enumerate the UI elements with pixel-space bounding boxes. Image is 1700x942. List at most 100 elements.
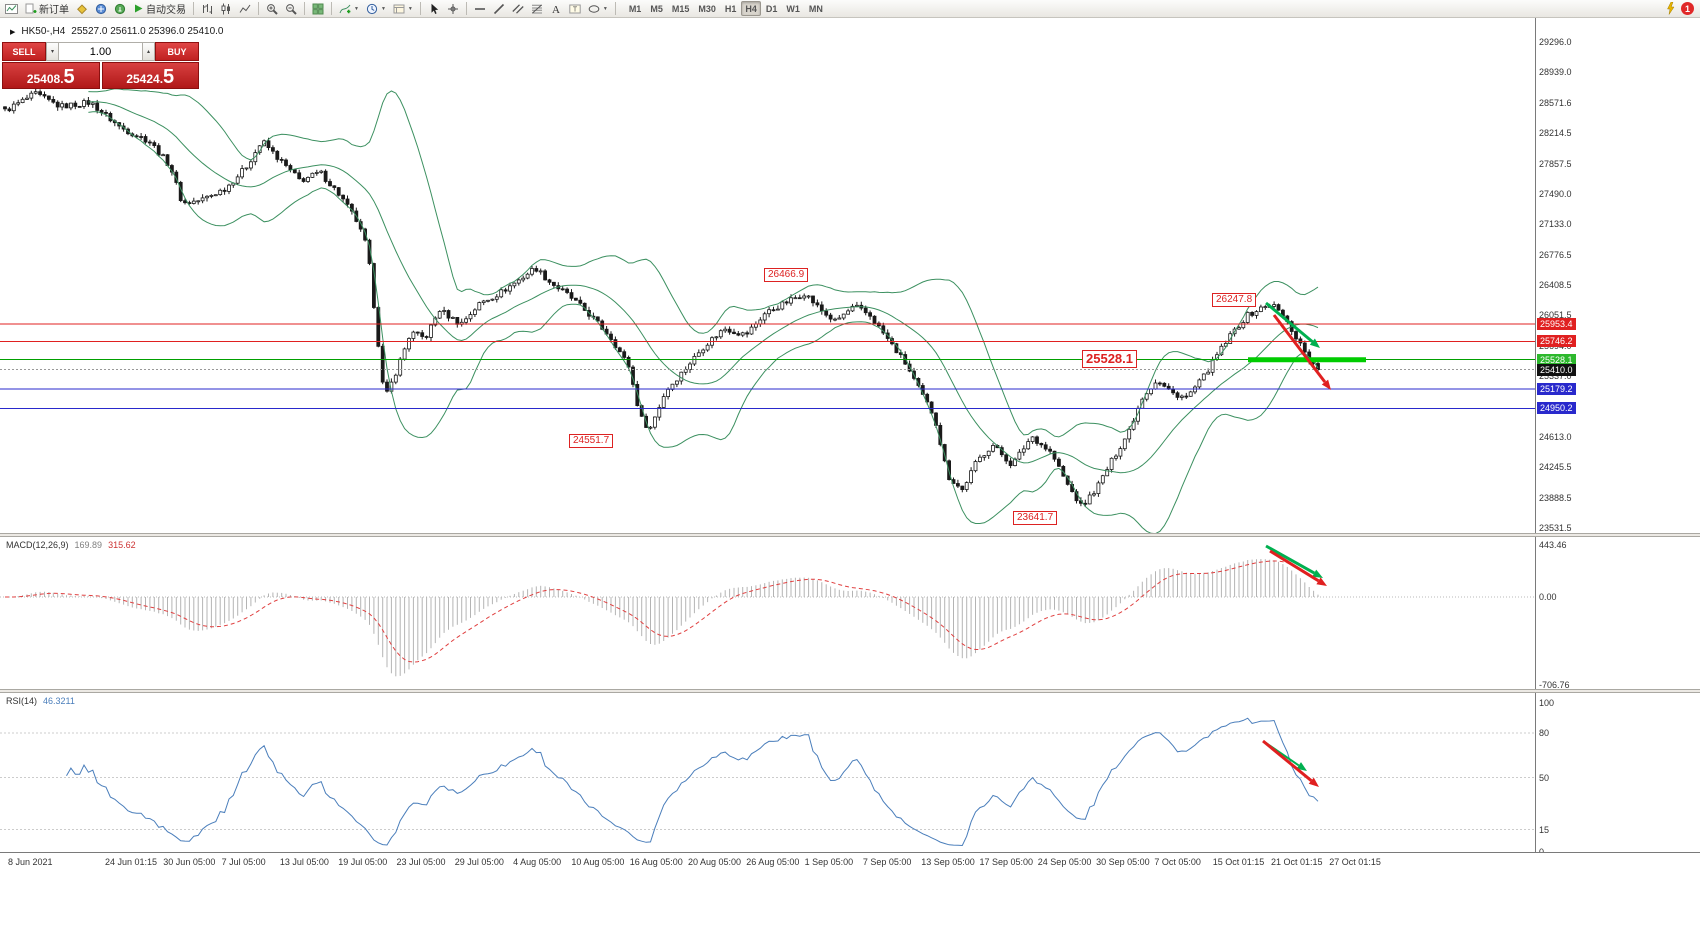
price-axis-label: 26051.5 xyxy=(1539,310,1572,321)
timeframe-h4[interactable]: H4 xyxy=(741,1,761,16)
rsi-value: 46.3211 xyxy=(43,696,75,706)
trendline-icon[interactable] xyxy=(490,1,508,17)
time-axis-label: 19 Jul 05:00 xyxy=(338,857,388,867)
tile-windows-icon[interactable] xyxy=(309,1,327,17)
volume-decrease-button[interactable]: ▾ xyxy=(46,42,59,61)
new-order-button[interactable]: 新订单 xyxy=(22,1,72,17)
toolbar-separator xyxy=(614,2,616,15)
indicator-axis-label: 443.46 xyxy=(1539,540,1567,550)
rsi-panel[interactable] xyxy=(0,693,1535,852)
toolbar: 新订单 自动交易 ▼ ▼ ▼ A T ▼ M1 M5 M15 M30 H1 H4 D1 W1 MN 1 xyxy=(0,0,1700,18)
buy-button[interactable]: BUY xyxy=(155,42,199,61)
time-axis-label: 29 Jul 05:00 xyxy=(454,857,504,867)
price-axis-label: 28939.0 xyxy=(1539,67,1572,78)
indicators-icon[interactable]: ▼ xyxy=(336,1,362,17)
price-axis-label: 27133.0 xyxy=(1539,219,1572,230)
price-axis-label: 26408.5 xyxy=(1539,280,1572,290)
panel-separator[interactable] xyxy=(0,689,1700,693)
price-level-tag[interactable]: 25410.0 xyxy=(1537,363,1576,376)
channel-icon[interactable] xyxy=(509,1,527,17)
text-label-icon[interactable]: T xyxy=(566,1,584,17)
line-chart-icon[interactable] xyxy=(236,1,254,17)
timeframe-d1[interactable]: D1 xyxy=(762,1,782,16)
sell-price-main: 25408. xyxy=(26,72,64,86)
price-level-tag[interactable]: 25746.2 xyxy=(1537,335,1576,348)
toolbar-separator xyxy=(419,2,421,15)
bar-chart-icon[interactable] xyxy=(198,1,216,17)
price-level-tag[interactable]: 25528.1 xyxy=(1537,353,1576,366)
time-axis-label: 20 Aug 05:00 xyxy=(688,857,742,867)
timeframe-m30[interactable]: M30 xyxy=(694,1,720,16)
price-annotation[interactable]: 26466.9 xyxy=(764,268,809,282)
chart-window-icon[interactable] xyxy=(2,1,21,17)
price-annotation[interactable]: 23641.7 xyxy=(1013,511,1058,525)
price-scale[interactable]: 29296.0 28939.0 28571.6 28214.5 27857.5 27490… xyxy=(1535,18,1700,857)
macd-panel[interactable] xyxy=(0,537,1535,689)
ohlc-values: 25527.0 25611.0 25396.0 25410.0 xyxy=(71,26,224,37)
time-axis-label: 15 Oct 01:15 xyxy=(1212,857,1265,867)
macd-main-value: 169.89 xyxy=(74,540,103,550)
macd-signal-value: 315.62 xyxy=(108,540,136,550)
auto-trading-button[interactable]: 自动交易 xyxy=(130,1,189,17)
price-axis-label: 25337.0 xyxy=(1539,371,1572,382)
sell-price[interactable]: 25408. 5 xyxy=(2,62,100,89)
fibonacci-icon[interactable] xyxy=(528,1,546,17)
panel-separator[interactable] xyxy=(0,533,1700,537)
time-axis-label: 13 Sep 05:00 xyxy=(921,857,975,867)
indicator-axis-label: 0.00 xyxy=(1539,592,1557,602)
time-axis-label: 24 Sep 05:00 xyxy=(1037,857,1092,867)
text-icon[interactable]: A xyxy=(547,1,565,17)
price-axis-label: 23888.5 xyxy=(1539,492,1572,503)
price-axis-label: 28571.6 xyxy=(1539,97,1572,108)
profile-icon[interactable] xyxy=(73,1,91,17)
volume-control: ▾ ▴ xyxy=(46,42,155,61)
toolbar-separator xyxy=(258,2,259,15)
timeframe-h1[interactable]: H1 xyxy=(721,1,741,16)
rsi-name: RSI(14) xyxy=(6,696,38,706)
time-axis-label: 27 Oct 01:15 xyxy=(1329,857,1381,867)
volume-increase-button[interactable]: ▴ xyxy=(142,42,155,61)
time-scale[interactable]: 8 Jun 2021 24 Jun 01:15 30 Jun 05:00 7 Jul … xyxy=(0,852,1700,870)
price-level-tag[interactable]: 25179.2 xyxy=(1537,383,1576,396)
market-watch-icon[interactable] xyxy=(92,1,110,17)
timeframe-mn[interactable]: MN xyxy=(805,1,827,16)
crosshair-icon[interactable] xyxy=(444,1,462,17)
price-annotation[interactable]: 24551.7 xyxy=(569,434,614,448)
sell-price-big-digit: 5 xyxy=(63,66,75,88)
connection-icon[interactable] xyxy=(1661,1,1679,17)
timeframe-m5[interactable]: M5 xyxy=(646,1,667,16)
timeframe-m1[interactable]: M1 xyxy=(625,1,646,16)
timeframe-m15[interactable]: M15 xyxy=(668,1,694,16)
buy-price[interactable]: 25424. 5 xyxy=(101,62,199,89)
symbol-period-label: HK50-,H4 xyxy=(21,26,66,37)
volume-input[interactable] xyxy=(59,42,142,61)
candlestick-chart-icon[interactable] xyxy=(217,1,235,17)
svg-text:A: A xyxy=(552,4,560,15)
price-axis-label: 27490.0 xyxy=(1539,188,1572,199)
notification-badge[interactable]: 1 xyxy=(1681,2,1694,15)
indicator-axis-label: 100 xyxy=(1539,698,1555,708)
toolbar-separator xyxy=(193,2,194,15)
zoom-in-icon[interactable] xyxy=(263,1,281,17)
periods-icon[interactable]: ▼ xyxy=(363,1,389,17)
time-axis-label: 30 Sep 05:00 xyxy=(1096,857,1150,867)
svg-text:T: T xyxy=(573,6,578,13)
horizontal-line-icon[interactable] xyxy=(471,1,489,17)
data-window-icon[interactable] xyxy=(111,1,129,17)
sell-button[interactable]: SELL xyxy=(2,42,46,61)
price-axis-label: 27857.5 xyxy=(1539,158,1572,169)
timeframe-group: M1 M5 M15 M30 H1 H4 D1 W1 MN xyxy=(625,1,827,16)
zoom-out-icon[interactable] xyxy=(282,1,300,17)
price-level-tag[interactable]: 25953.4 xyxy=(1537,317,1576,330)
time-axis-label: 26 Aug 05:00 xyxy=(746,857,800,867)
trade-panel-price-row: 25408. 5 25424. 5 xyxy=(2,62,199,89)
price-level-tag[interactable]: 24950.2 xyxy=(1537,402,1576,415)
toolbar-items: 新订单 自动交易 ▼ ▼ ▼ A T ▼ xyxy=(2,1,619,17)
price-annotation[interactable]: 26247.8 xyxy=(1212,293,1257,307)
templates-icon[interactable]: ▼ xyxy=(390,1,416,17)
cursor-icon[interactable] xyxy=(425,1,443,17)
shapes-icon[interactable]: ▼ xyxy=(585,1,611,17)
timeframe-w1[interactable]: W1 xyxy=(782,1,804,16)
price-axis-label: 24245.5 xyxy=(1539,462,1572,473)
price-annotation[interactable]: 25528.1 xyxy=(1082,350,1137,368)
